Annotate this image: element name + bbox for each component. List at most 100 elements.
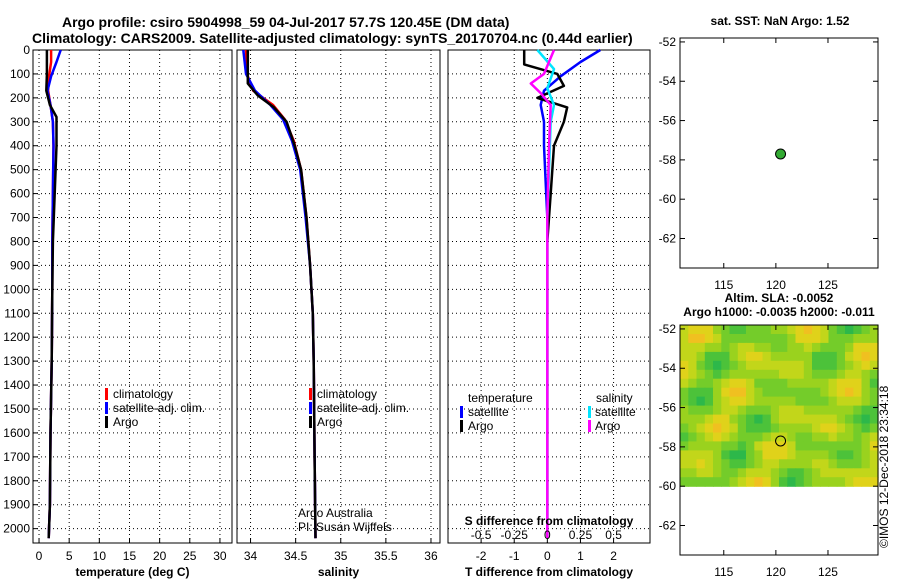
sla-heatmap-cell: [680, 450, 689, 460]
sla-heatmap-cell: [795, 360, 805, 371]
sla-heatmap-cell: [688, 405, 698, 416]
sla-heatmap-cell: [845, 334, 854, 344]
sla-heatmap-cell: [762, 342, 772, 353]
legend-label: satellite-adj. clim.: [317, 401, 409, 415]
sla-heatmap-cell: [737, 423, 747, 434]
sla-heatmap-cell: [812, 450, 821, 460]
sla-heatmap-cell: [861, 414, 871, 425]
sla-heatmap-cell: [762, 423, 772, 434]
legend-swatch: [309, 388, 312, 400]
sla-heatmap-cell: [688, 459, 698, 469]
sla-heatmap-cell: [737, 325, 747, 335]
sla-heatmap-cell: [861, 432, 871, 443]
sla-heatmap-cell: [853, 369, 863, 380]
sla-heatmap-cell: [729, 423, 739, 434]
sla-heatmap-cell: [770, 360, 780, 371]
sla-heatmap-cell: [795, 387, 805, 398]
sla-heatmap-cell: [746, 387, 755, 398]
xtick-label: 35.5: [374, 549, 398, 563]
sla-heatmap-cell: [836, 334, 846, 344]
sla-heatmap-cell: [861, 441, 871, 451]
sla-heatmap-cell: [770, 414, 780, 425]
legend-swatch: [309, 402, 312, 414]
sla-heatmap-cell: [704, 387, 714, 398]
xtick-label: 1: [577, 549, 584, 563]
legend-label: Argo: [595, 419, 621, 433]
sla-heatmap-cell: [779, 378, 788, 389]
ytick-label: 1100: [4, 306, 30, 320]
sla-heatmap-cell: [861, 351, 871, 362]
map-ytick-label: -54: [659, 74, 677, 88]
sla-heatmap-cell: [737, 432, 747, 443]
sla-heatmap-cell: [754, 468, 764, 478]
sla-heatmap-cell: [869, 450, 879, 460]
float-position-marker: [775, 435, 787, 447]
sla-heatmap-cell: [680, 342, 689, 353]
series-temperature-argo: [522, 50, 569, 539]
sla-heatmap-cell: [820, 459, 830, 469]
sla-heatmap-cell: [853, 468, 863, 478]
sla-heatmap-cell: [704, 342, 714, 353]
sla-heatmap-cell: [820, 405, 830, 416]
ytick-label: 1700: [3, 450, 30, 464]
sla-heatmap-cell: [869, 477, 879, 487]
sla-heatmap-cell: [704, 432, 714, 443]
sla-heatmap-cell: [746, 432, 755, 443]
sla-heatmap-cell: [680, 468, 689, 478]
sla-heatmap-cell: [746, 405, 755, 416]
sla-heatmap-cell: [704, 477, 714, 487]
sla-heatmap-cell: [828, 459, 838, 469]
title-line-1: Argo profile: csiro 5904998_59 04-Jul-20…: [62, 14, 509, 30]
sla-heatmap-cell: [820, 360, 830, 371]
sla-heatmap-cell: [721, 432, 731, 443]
sla-heatmap-cell: [820, 468, 830, 478]
xtick-label: 2: [610, 549, 617, 563]
sla-heatmap-cell: [721, 351, 731, 362]
sst-map-title: sat. SST: NaN Argo: 1.52: [711, 14, 850, 28]
sla-heatmap-cell: [721, 405, 731, 416]
sla-heatmap-cell: [820, 369, 830, 380]
sla-heatmap-cell: [853, 423, 863, 434]
sla-heatmap-cell: [680, 441, 689, 451]
legend-title-salinity: salinity: [596, 391, 633, 405]
sla-heatmap-cell: [828, 369, 838, 380]
sla-heatmap-cell: [770, 351, 780, 362]
float-position-marker: [775, 148, 787, 160]
sla-heatmap-cell: [779, 405, 788, 416]
sla-heatmap-cell: [680, 378, 689, 389]
sla-heatmap-cell: [845, 441, 854, 451]
sla-heatmap-cell: [812, 468, 821, 478]
sla-heatmap-cell: [696, 459, 706, 469]
sla-heatmap-cell: [795, 378, 805, 389]
sla-heatmap-cell: [828, 360, 838, 371]
sla-heatmap-cell: [696, 450, 706, 460]
ytick-label: 1000: [3, 282, 30, 296]
sla-heatmap-cell: [680, 423, 689, 434]
sla-heatmap-cell: [696, 387, 706, 398]
sla-heatmap-cell: [836, 423, 846, 434]
sla-heatmap-cell: [688, 378, 698, 389]
sla-heatmap-cell: [696, 423, 706, 434]
sla-heatmap-cell: [737, 441, 747, 451]
sla-heatmap-cell: [737, 387, 747, 398]
sla-heatmap-cell: [795, 432, 805, 443]
sla-heatmap-cell: [680, 459, 689, 469]
sla-heatmap-cell: [713, 360, 722, 371]
sla-heatmap-cell: [746, 441, 755, 451]
sla-heatmap-cell: [754, 387, 764, 398]
series-argo: [246, 50, 317, 539]
sla-heatmap-cell: [713, 378, 722, 389]
ytick-label: 1900: [3, 498, 30, 512]
ytick-label: 300: [10, 115, 30, 129]
sla-heatmap-cell: [770, 387, 780, 398]
map-ytick-label: -60: [659, 192, 677, 206]
legend-swatch: [460, 420, 463, 432]
sla-heatmap-cell: [688, 468, 698, 478]
sla-heatmap-cell: [869, 334, 879, 344]
sla-heatmap-cell: [869, 414, 879, 425]
sla-heatmap-cell: [704, 378, 714, 389]
sla-heatmap-cell: [795, 477, 805, 487]
sla-heatmap-cell: [861, 325, 871, 335]
legend-label: satellite-adj. clim.: [113, 401, 205, 415]
map-ytick-label: -58: [659, 440, 677, 454]
